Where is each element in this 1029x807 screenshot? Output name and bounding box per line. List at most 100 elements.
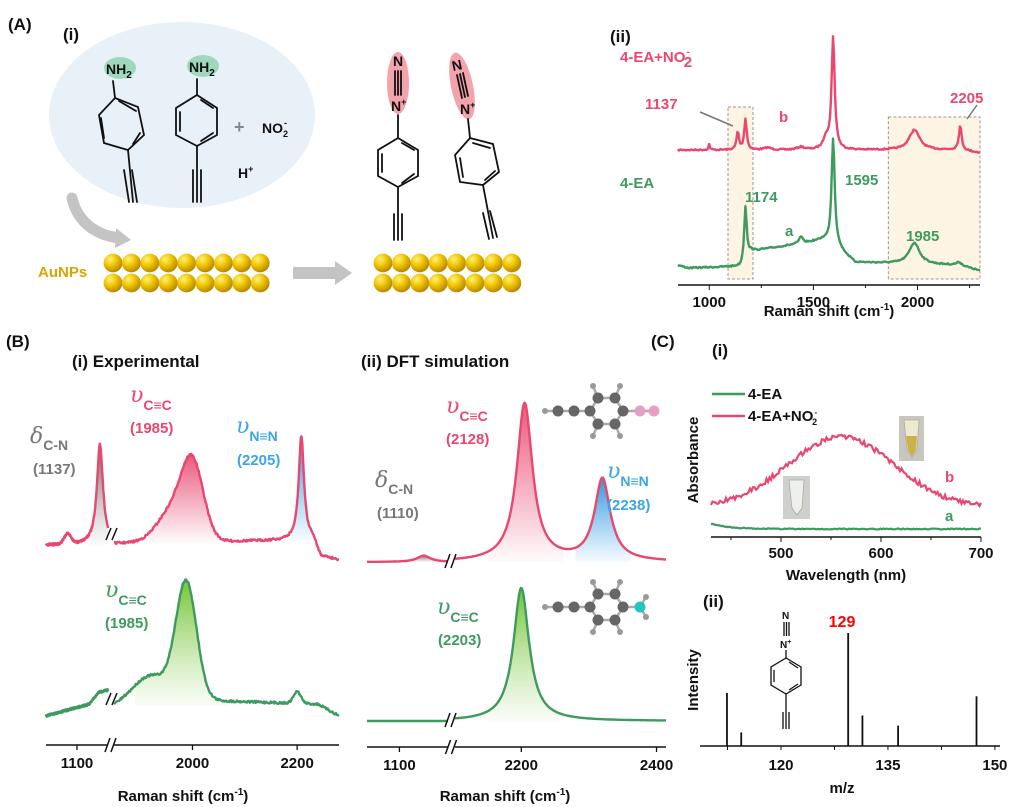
nu-cc-bottom-symbol: υC≡C	[105, 578, 147, 608]
series-name-sup: -	[814, 408, 817, 417]
legend-label-4ea-no2: 4-EA+NO-2	[748, 408, 817, 427]
x-tick-label: 1500	[797, 294, 830, 311]
trace-tag-a: a	[785, 223, 794, 240]
n-text: N	[780, 640, 787, 651]
peak-label-1985: 1985	[906, 228, 939, 245]
vial-photo-colorless	[783, 476, 810, 519]
highlight-box	[887, 116, 981, 280]
gold-nanoparticle	[195, 273, 215, 293]
reaction-scheme: NH2 NH2 + NO-2 H+ AuNPs N N+	[38, 22, 522, 293]
uv-vis-spectrum-4ea-no2	[709, 433, 982, 509]
gold-nanoparticle	[177, 273, 197, 293]
trace-tag-b: b	[945, 469, 954, 486]
spectrum-dft-diazonium	[366, 554, 449, 563]
gold-nanoparticle	[195, 253, 215, 273]
symbol: δ	[30, 424, 43, 449]
peak-fill-green	[134, 579, 230, 707]
gold-nanoparticle	[214, 273, 233, 293]
plus-superscript: +	[470, 100, 475, 110]
panel-label-a: (A)	[8, 15, 32, 34]
gold-nanoparticle	[447, 253, 466, 273]
x-axis-label-text: Raman shift (cm	[118, 788, 235, 805]
x-tick-label: 2200	[280, 755, 313, 772]
symbol-subscript: C-N	[388, 481, 413, 497]
peak-fill-pink	[129, 454, 224, 543]
curved-arrow-head	[115, 228, 131, 248]
n-plus-label: N+	[460, 100, 475, 117]
hydrogen-atom	[643, 614, 649, 620]
legend-label-b: 4-EA+NO-2	[620, 47, 692, 71]
hydrogen-atom	[617, 383, 623, 389]
arrow-1137	[699, 111, 734, 127]
carbon-atom	[592, 588, 604, 600]
uv-vis-spectrum-4ea	[710, 522, 982, 531]
gold-nanoparticle	[158, 253, 178, 273]
symbol: υ	[446, 394, 459, 419]
panel-title-dft: (ii) DFT simulation	[361, 352, 509, 371]
symbol: δ	[375, 468, 388, 493]
ethynylaniline-molecule	[175, 78, 218, 203]
panel-label-c-i: (i)	[712, 341, 728, 360]
gold-nanoparticle	[392, 273, 411, 293]
symbol: υ	[130, 383, 143, 408]
solution-bubble	[49, 22, 315, 208]
x-tick-label: 1000	[693, 294, 726, 311]
delta-cn-symbol: δC-N	[30, 424, 68, 453]
x-tick-label: 2000	[176, 755, 209, 772]
nu-cc-top-value: (2128)	[446, 431, 489, 448]
carbon-atom	[609, 392, 621, 404]
series-name-sup: -	[686, 47, 689, 58]
gold-nanoparticle	[410, 273, 430, 293]
plus-sign: +	[234, 117, 245, 137]
gold-nanoparticle	[140, 273, 160, 293]
delta-cn-value: (1110)	[377, 505, 419, 522]
carbon-atom	[568, 601, 580, 613]
gold-nanoparticle	[428, 253, 448, 273]
gold-nanoparticle-layer	[103, 253, 270, 293]
gold-nanoparticle	[428, 273, 448, 293]
gold-nanoparticle	[121, 253, 141, 273]
spectrum-dft-diazonium	[454, 401, 667, 561]
gold-nanoparticle	[465, 253, 485, 273]
trace-tag-a: a	[945, 508, 954, 525]
axis-break-mark	[104, 737, 117, 753]
nh2-highlight	[187, 55, 219, 77]
carbon-atom	[592, 418, 604, 430]
spectrum-4ea	[677, 137, 981, 272]
gold-nanoparticle	[103, 273, 123, 293]
peak-label-1595: 1595	[845, 172, 878, 189]
x-tick-label: 500	[768, 545, 793, 562]
peak-label-1137: 1137	[645, 96, 678, 113]
proton-label: H+	[238, 164, 253, 181]
symbol-subscript: N≡N	[620, 473, 648, 489]
x-tick-label: 2000	[901, 294, 934, 311]
no-superscript: -	[284, 118, 287, 128]
raman-chart-a-ii: 1000 1500 2000 4-EA+NO-2 4-EA 1137 b 2205 …	[620, 35, 983, 320]
n-label: N	[450, 56, 463, 74]
gold-nanoparticle	[250, 253, 270, 273]
nh2-highlight	[104, 57, 136, 79]
carbon-atom	[617, 405, 629, 417]
x-axis-label-end: )	[889, 303, 894, 320]
gold-nanoparticle	[465, 273, 485, 293]
x-axis-label-sup: -1	[880, 302, 889, 313]
panel-label-b: (B)	[6, 332, 30, 351]
gold-nanoparticle	[103, 253, 123, 273]
gold-nanoparticle	[447, 273, 466, 293]
x-axis-label-end: )	[243, 788, 248, 805]
x-axis-label-text: Raman shift (cm	[764, 303, 881, 320]
hydrogen-atom	[542, 604, 548, 610]
peak-fill-gray	[88, 444, 108, 545]
gold-nanoparticle	[214, 253, 233, 273]
carbon-atom	[609, 418, 621, 430]
symbol-subscript: C≡C	[143, 397, 171, 413]
highlight-box	[727, 106, 754, 280]
legend-label-a: 4-EA	[620, 175, 654, 192]
plus-superscript: +	[787, 639, 791, 646]
x-tick-label: 1100	[61, 755, 94, 772]
hydrogen-atom	[542, 408, 548, 414]
vial-photo-yellow	[899, 416, 924, 461]
peak-fill-pink	[487, 402, 564, 562]
x-tick-label: 120	[768, 757, 793, 774]
